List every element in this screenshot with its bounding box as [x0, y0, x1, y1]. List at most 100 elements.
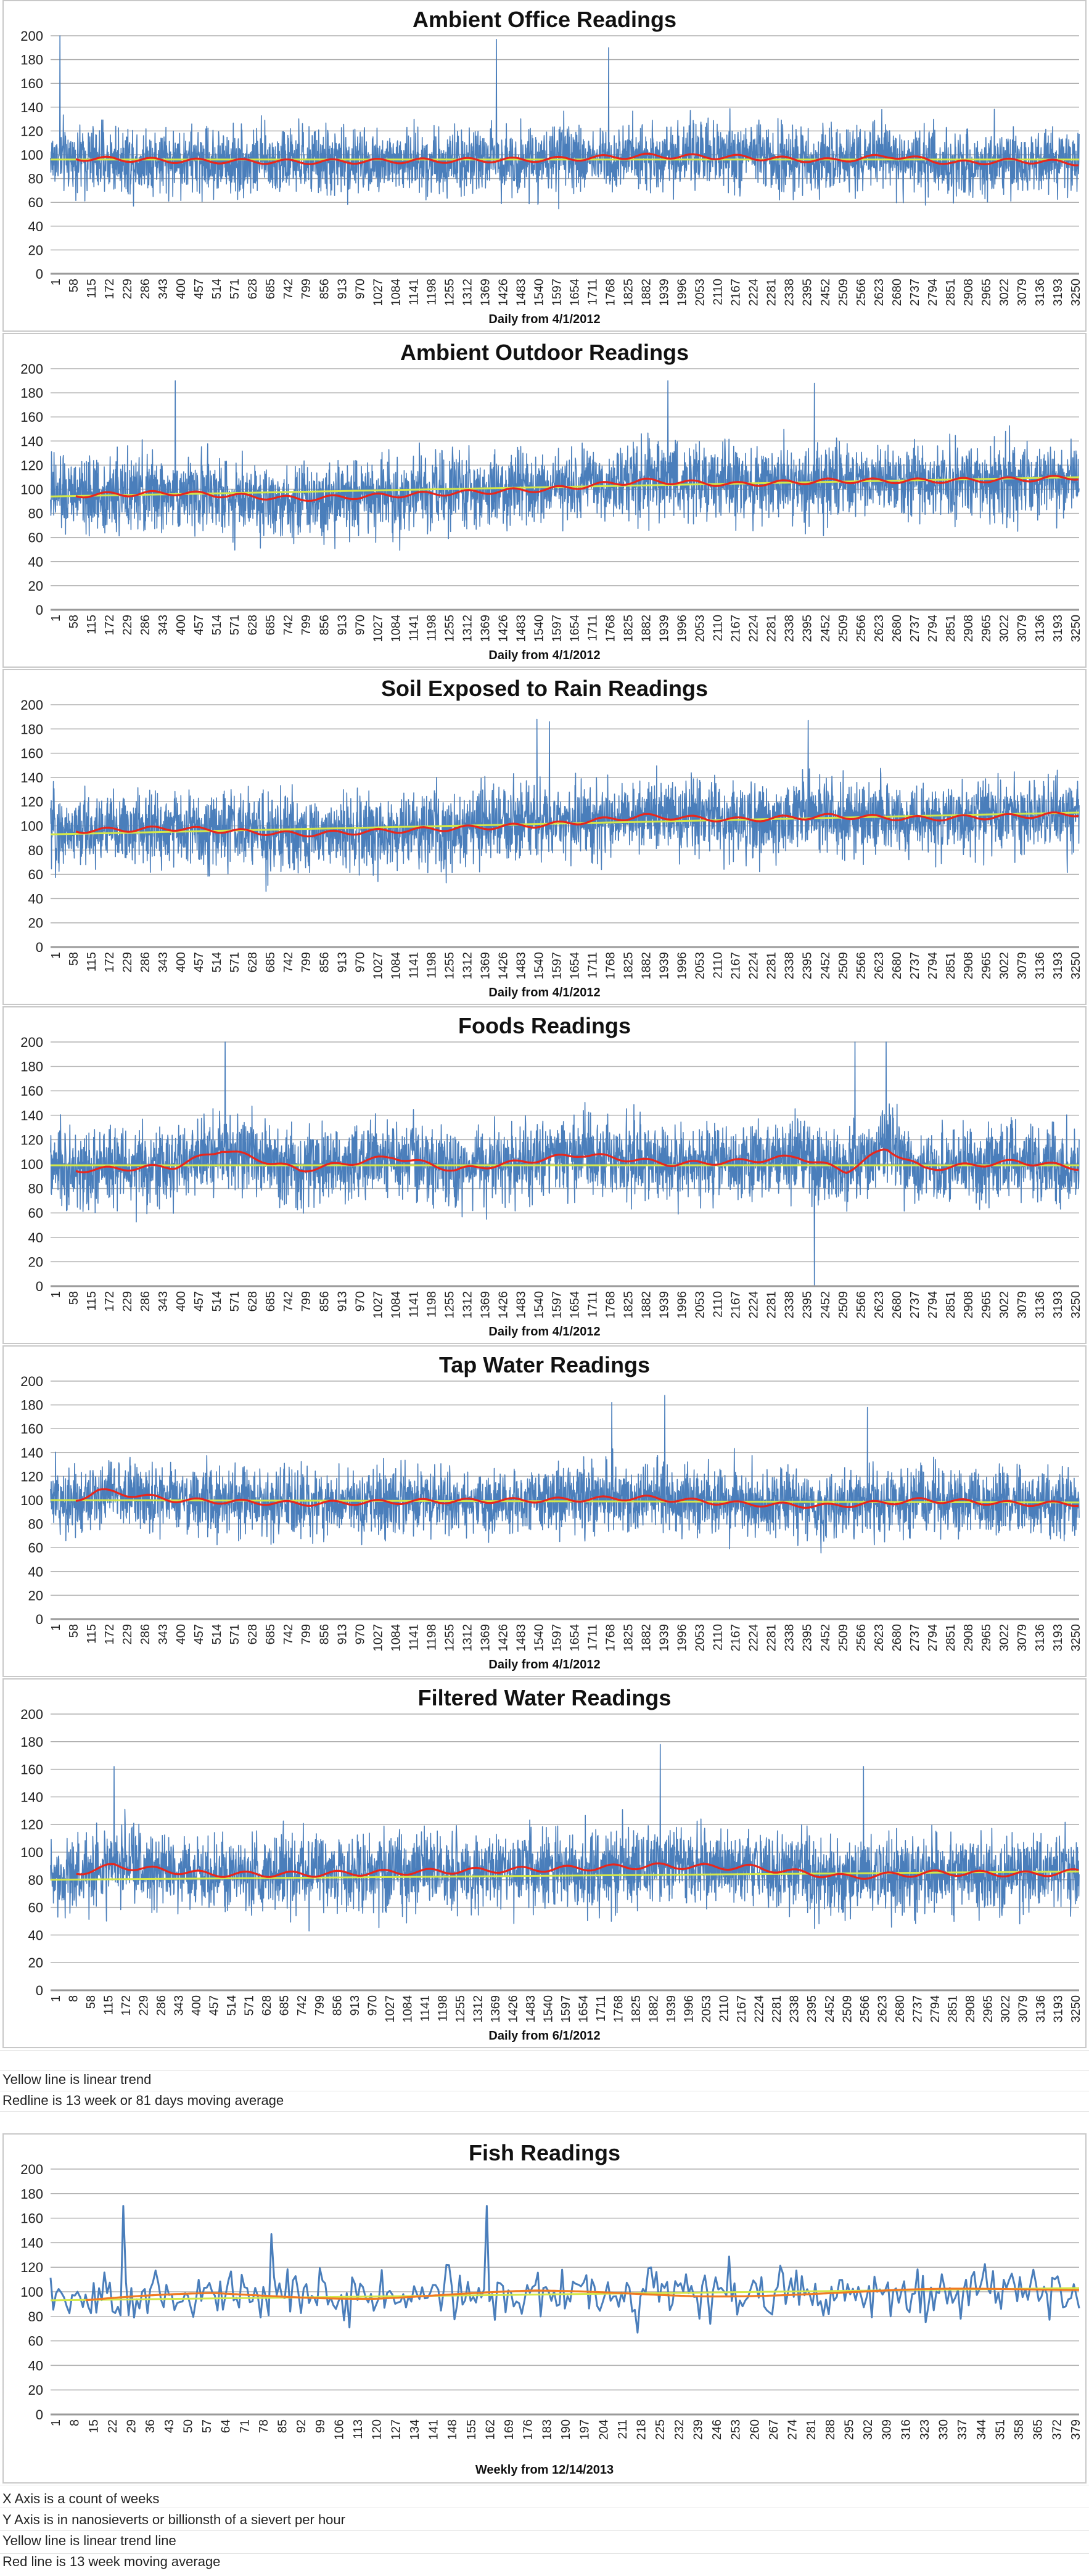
x-tick-label: 1483 [515, 1624, 528, 1652]
x-tick-label: 2566 [855, 279, 868, 306]
chart-svg: Ambient Office Readings02040608010012014… [20, 7, 1083, 326]
x-tick-label: 1996 [676, 1624, 689, 1652]
x-axis-title: Daily from 4/1/2012 [488, 986, 600, 999]
x-tick-label: 1312 [461, 615, 474, 642]
x-tick-label: 288 [824, 2419, 837, 2440]
moving-average-line [75, 811, 1079, 838]
y-tick-label: 80 [28, 1873, 43, 1888]
x-tick-label: 1084 [389, 1291, 403, 1319]
x-tick-label: 365 [1032, 2419, 1045, 2440]
x-tick-label: 685 [264, 279, 277, 299]
x-tick-label: 1540 [533, 615, 546, 642]
x-tick-label: 1255 [443, 1624, 456, 1652]
x-axis-title: Daily from 6/1/2012 [488, 2029, 600, 2043]
y-tick-label: 40 [28, 554, 43, 570]
chart-panel: Ambient Office Readings 0 20 40 60 80 100 120 14… [2, 0, 1087, 332]
x-tick-label: 2281 [765, 952, 779, 980]
x-tick-label: 3022 [998, 279, 1011, 306]
x-tick-label: 2509 [840, 1995, 854, 2023]
x-tick-label: 571 [228, 1624, 242, 1644]
x-tick-label: 1426 [496, 1624, 510, 1652]
x-tick-label: 1369 [479, 279, 492, 306]
chart-svg: Foods Readings 0 20 40 60 80 100 120 140 160 180 20… [20, 1013, 1083, 1339]
x-tick-label: 2623 [873, 1291, 886, 1319]
y-tick-label: 80 [28, 171, 43, 187]
x-tick-label: 1597 [551, 279, 564, 306]
x-tick-label: 571 [228, 615, 242, 635]
x-tick-label: 2395 [801, 952, 815, 980]
x-tick-label: 85 [276, 2419, 290, 2433]
x-tick-label: 1768 [604, 1291, 618, 1319]
note-moving-average: Redline is 13 week or 81 days moving ave… [2, 2093, 284, 2108]
x-tick-label: 1312 [461, 1291, 474, 1319]
note-red-line: Red line is 13 week moving average [2, 2554, 221, 2569]
y-tick-label: 180 [20, 2186, 43, 2202]
y-tick-label: 0 [36, 266, 43, 282]
x-tick-label: 1540 [533, 1624, 546, 1652]
x-tick-label: 2053 [694, 615, 707, 642]
x-tick-label: 115 [85, 1291, 99, 1311]
x-tick-label: 514 [210, 615, 224, 635]
chart-title: Filtered Water Readings [418, 1685, 672, 1710]
x-tick-label: 343 [157, 1291, 170, 1311]
x-tick-label: 1540 [542, 1995, 556, 2023]
x-tick-label: 1141 [407, 279, 421, 305]
x-tick-label: 1255 [443, 1291, 456, 1319]
y-tick-label: 140 [20, 770, 43, 786]
y-tick-label: 120 [20, 123, 43, 139]
x-axis-title: Daily from 4/1/2012 [488, 649, 600, 662]
x-tick-label: 1369 [479, 1291, 492, 1319]
y-tick-label: 140 [20, 2235, 43, 2250]
x-tick-label: 172 [103, 615, 117, 635]
x-tick-label: 43 [163, 2419, 176, 2433]
x-tick-label: 115 [102, 1995, 116, 2015]
x-tick-label: 1540 [533, 1291, 546, 1319]
x-tick-label: 1711 [594, 1995, 608, 2022]
x-axis-title: Daily from 4/1/2012 [488, 313, 600, 326]
moving-average-line [75, 1148, 1079, 1175]
x-tick-label: 799 [313, 1995, 327, 2016]
x-tick-label: 2110 [712, 952, 725, 978]
y-tick-label: 20 [28, 1955, 43, 1971]
y-tick-label: 140 [20, 1445, 43, 1461]
x-tick-label: 1825 [622, 1291, 636, 1319]
x-tick-label: 1027 [371, 1624, 385, 1652]
x-tick-label: 799 [300, 952, 313, 972]
y-tick-label: 80 [28, 506, 43, 522]
x-tick-label: 229 [121, 952, 134, 972]
x-tick-label: 742 [295, 1995, 309, 2016]
y-tick-label: 120 [20, 1469, 43, 1484]
x-tick-label: 358 [1013, 2419, 1026, 2440]
y-tick-label: 180 [20, 1734, 43, 1750]
x-tick-label: 1141 [407, 952, 421, 978]
x-tick-label: 2395 [801, 1624, 815, 1652]
x-tick-label: 1711 [586, 615, 600, 641]
x-tick-label: 330 [937, 2419, 951, 2440]
chart-title: Ambient Outdoor Readings [400, 340, 689, 365]
x-tick-label: 99 [314, 2419, 327, 2433]
x-tick-label: 400 [190, 1995, 203, 2016]
x-tick-label: 274 [786, 2419, 800, 2440]
x-tick-label: 1 [49, 2419, 63, 2426]
linear-trend-line [50, 1870, 1080, 1881]
x-tick-label: 856 [318, 615, 331, 635]
x-tick-label: 115 [85, 1624, 99, 1644]
x-tick-label: 742 [282, 952, 295, 972]
x-tick-label: 2737 [908, 615, 922, 642]
x-tick-label: 57 [200, 2419, 214, 2433]
chart-svg: Fish Readings 0 20 40 60 80 100 120 140 160 180 200… [20, 2140, 1083, 2477]
x-tick-label: 1369 [479, 952, 492, 980]
x-tick-label: 3022 [998, 1624, 1011, 1652]
chart-panel: Fish Readings 0 20 40 60 80 100 120 140 160 180 200… [2, 2133, 1087, 2484]
x-tick-label: 2053 [700, 1995, 713, 2023]
x-tick-label: 1654 [577, 1995, 591, 2023]
x-tick-label: 64 [220, 2419, 233, 2433]
x-tick-label: 2908 [962, 1291, 976, 1319]
x-tick-label: 8 [68, 2419, 82, 2426]
y-tick-label: 60 [28, 2334, 43, 2349]
x-tick-label: 1939 [658, 279, 672, 306]
x-tick-label: 3079 [1016, 1624, 1029, 1652]
x-tick-label: 742 [282, 279, 295, 299]
x-tick-label: 1426 [496, 279, 510, 306]
y-tick-label: 120 [20, 457, 43, 473]
